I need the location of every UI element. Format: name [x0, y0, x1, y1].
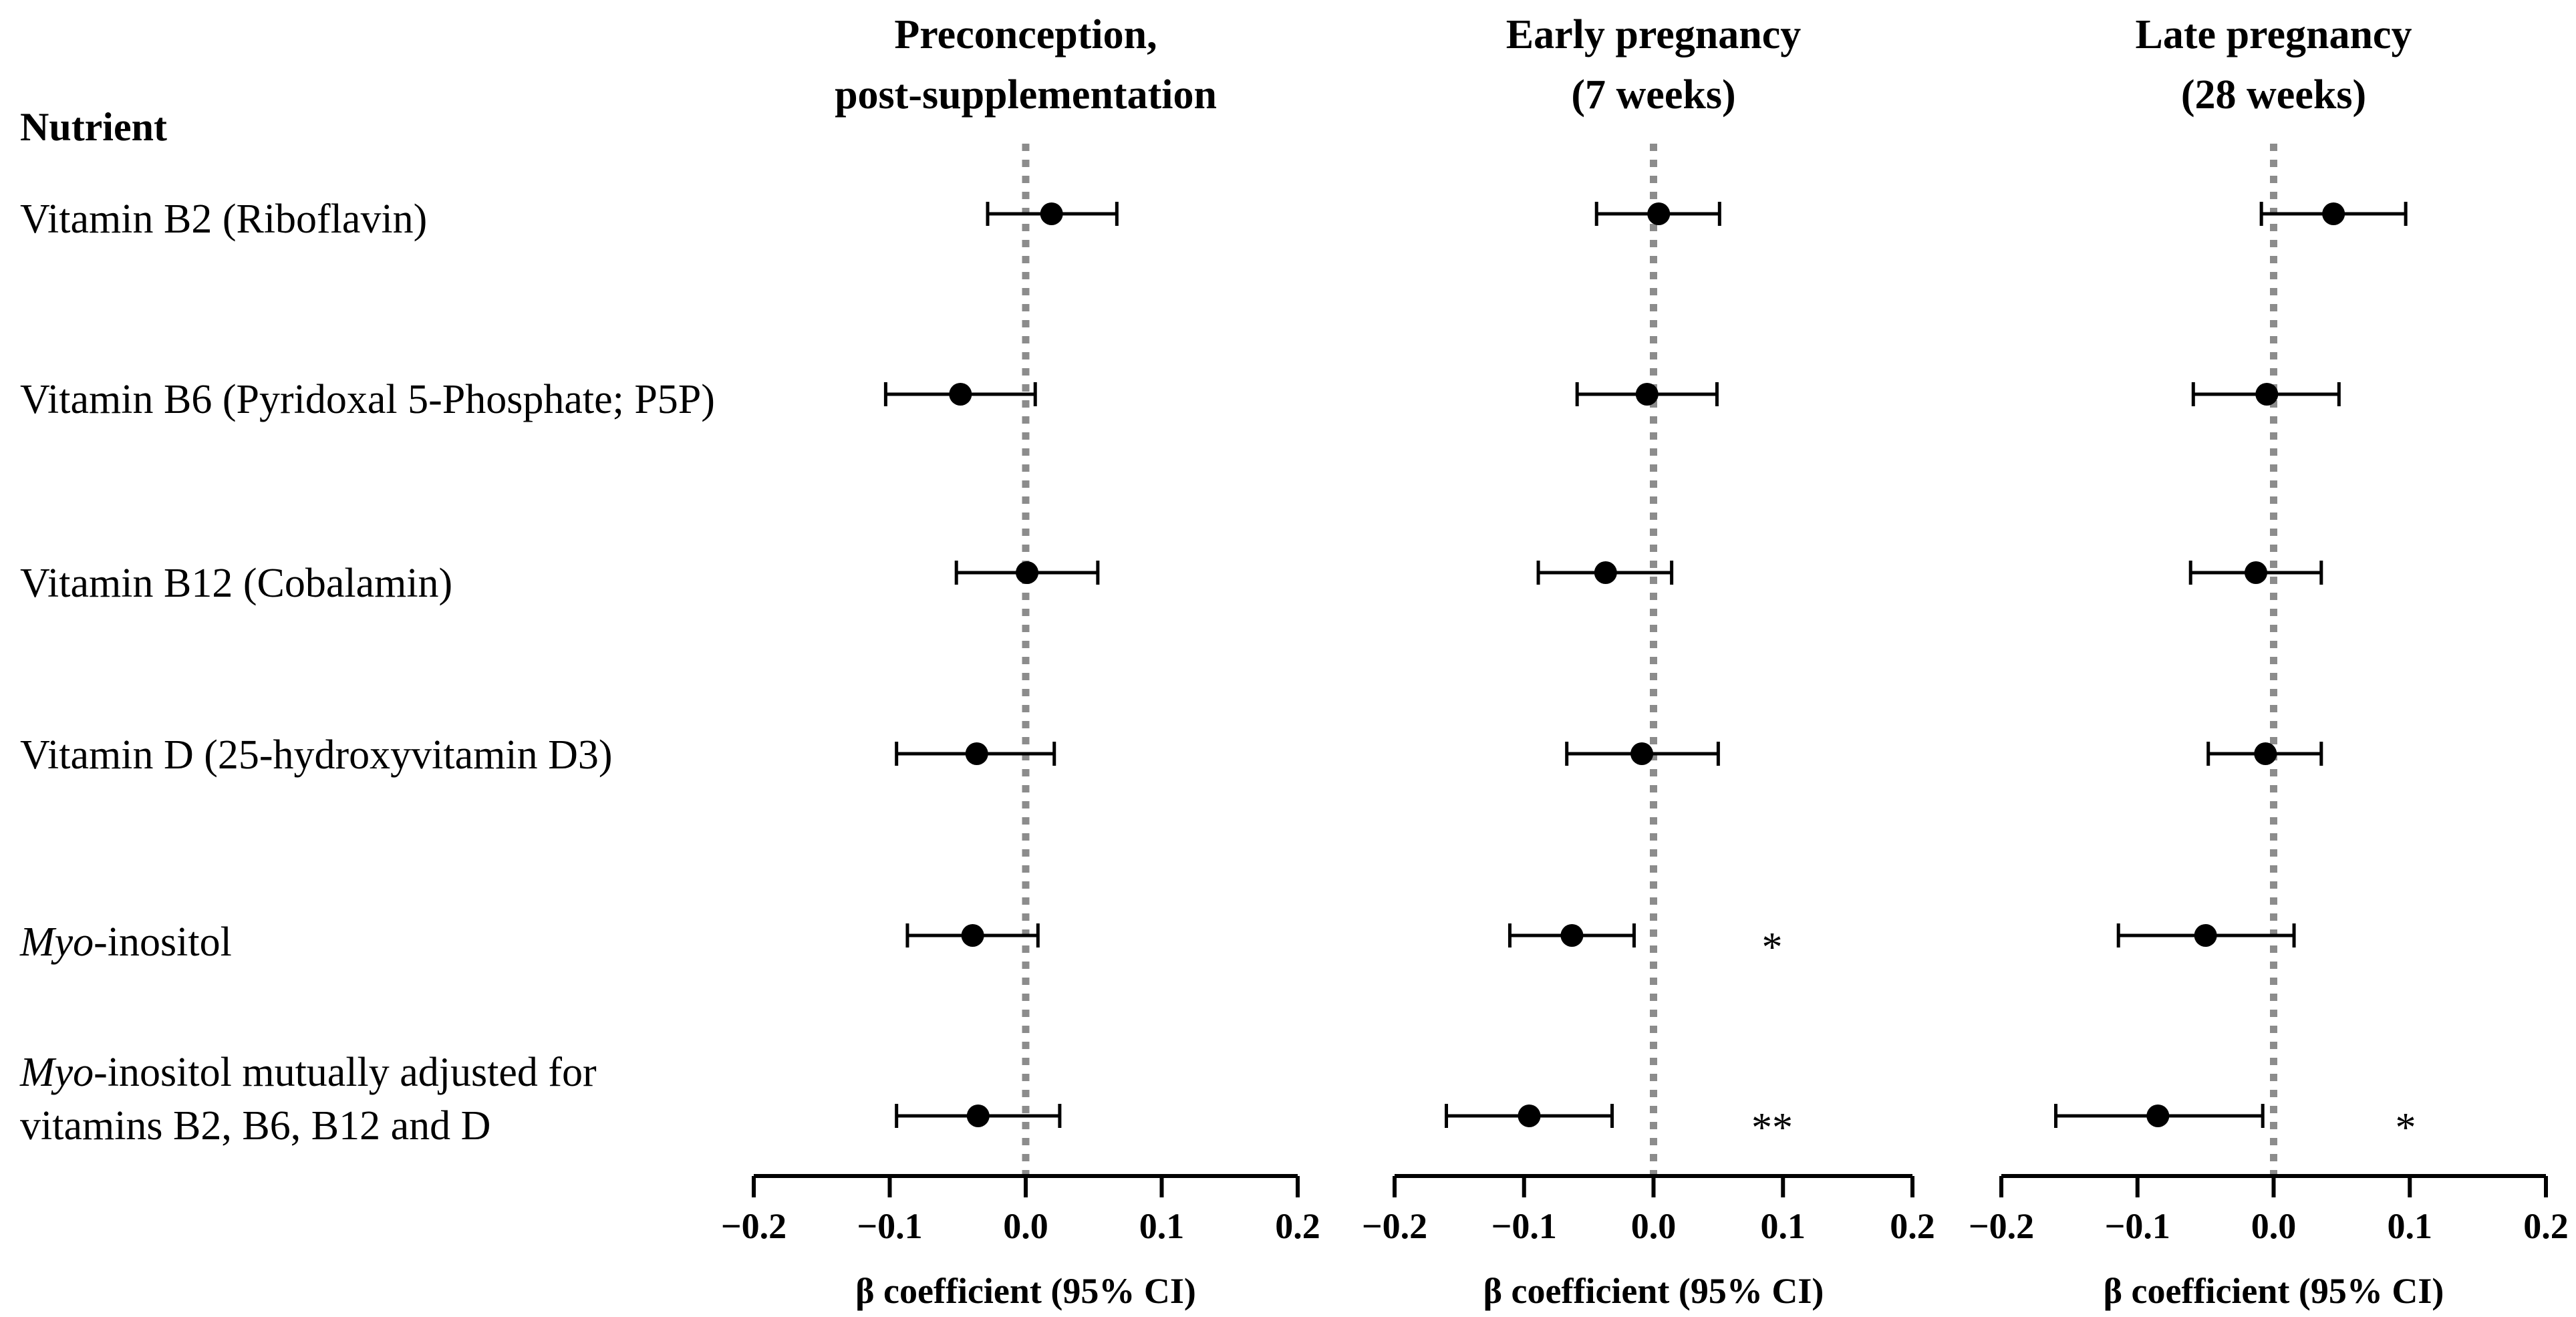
significance-marker: ** [1751, 1105, 1793, 1151]
estimate-point [1518, 1105, 1541, 1127]
panel-title-line: Early pregnancy [1506, 12, 1801, 57]
row-label-myo-adjusted-italic: Myo [19, 1050, 94, 1095]
panel-title-line: Late pregnancy [2136, 12, 2412, 57]
forest-panel-3: Late pregnancy (28 weeks) * −0.2 −0.1 0.0 0.1 0… [1969, 12, 2569, 1311]
estimate-point [2254, 742, 2277, 765]
panel-title-line: (28 weeks) [2181, 72, 2366, 118]
significance-marker: * [2396, 1105, 2416, 1151]
estimate-point [1560, 924, 1584, 947]
x-tick-label: 0.1 [1761, 1206, 1806, 1246]
estimate-point [949, 383, 972, 406]
x-tick-label: −0.1 [857, 1206, 922, 1246]
row-label-vitamin-b6: Vitamin B6 (Pyridoxal 5-Phosphate; P5P) [20, 377, 715, 422]
x-axis-title: β coefficient (95% CI) [1483, 1271, 1824, 1311]
estimate-point [1594, 561, 1617, 584]
row-label-myo-rest: -inositol [94, 919, 232, 965]
row-label-myo-inositol: Myo-inositol [19, 919, 232, 965]
x-tick-label: 0.1 [2388, 1206, 2433, 1246]
forest-panels: Preconception, post-supplementation −0.2 −0… [721, 12, 2569, 1311]
x-tick-label: 0.2 [2523, 1206, 2569, 1246]
row-label-vitamin-b2: Vitamin B2 (Riboflavin) [20, 196, 427, 242]
x-tick-label: 0.1 [1139, 1206, 1185, 1246]
panel-title-line: (7 weeks) [1571, 72, 1735, 118]
x-tick-label: 0.2 [1275, 1206, 1320, 1246]
estimate-point [2322, 202, 2345, 225]
row-label-myo-adjusted-rest: -inositol mutually adjusted for [94, 1050, 597, 1095]
x-tick-label: −0.1 [2105, 1206, 2170, 1246]
estimate-point [1016, 561, 1039, 584]
row-label-myo-italic: Myo [19, 919, 94, 965]
estimate-point [2194, 924, 2217, 947]
estimate-point [1647, 202, 1671, 225]
row-label-myo-inositol-adjusted: Myo-inositol mutually adjusted for [19, 1050, 597, 1095]
x-tick-label: 0.0 [1631, 1206, 1677, 1246]
x-tick-label: 0.2 [1890, 1206, 1935, 1246]
panel-title-line: post-supplementation [835, 72, 1217, 118]
row-label-vitamin-d: Vitamin D (25-hydroxyvitamin D3) [20, 732, 613, 778]
forest-panel-2: Early pregnancy(7 weeks)***−0.2 −0.1 0.0 0.… [1362, 12, 1935, 1311]
x-tick-label: 0.0 [2251, 1206, 2297, 1246]
x-tick-label: −0.2 [1969, 1206, 2034, 1246]
significance-marker: * [1762, 925, 1783, 970]
estimate-point [2146, 1105, 2170, 1127]
estimate-point [2245, 561, 2268, 584]
nutrient-header: Nutrient [20, 105, 167, 149]
forest-panel-1: Preconception, post-supplementation −0.2 −0… [721, 12, 1320, 1311]
row-label-vitamin-b12: Vitamin B12 (Cobalamin) [20, 561, 452, 606]
x-tick-label: −0.1 [1491, 1206, 1557, 1246]
estimate-point [1635, 383, 1659, 406]
x-tick-label: −0.2 [1362, 1206, 1427, 1246]
panel-title-line: Preconception, [894, 12, 1157, 57]
x-axis-title: β coefficient (95% CI) [855, 1271, 1196, 1311]
x-tick-label: 0.0 [1003, 1206, 1048, 1246]
estimate-point [1630, 742, 1654, 765]
estimate-point [2255, 383, 2279, 406]
row-label-myo-inositol-adjusted-line2: vitamins B2, B6, B12 and D [20, 1103, 490, 1149]
estimate-point [1040, 202, 1063, 225]
estimate-point [966, 1105, 990, 1127]
x-tick-label: −0.2 [721, 1206, 786, 1246]
x-axis-title: β coefficient (95% CI) [2104, 1271, 2444, 1311]
estimate-point [965, 742, 988, 765]
estimate-point [961, 924, 984, 947]
